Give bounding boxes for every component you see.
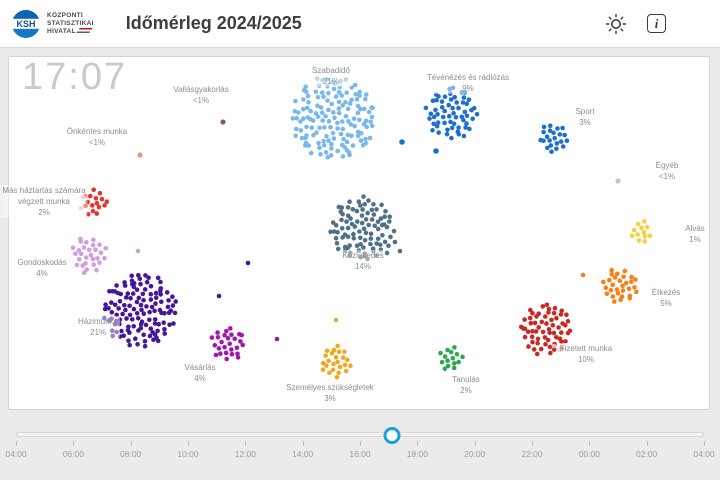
timeline-handle[interactable]: [383, 427, 401, 444]
info-icon: i: [647, 14, 666, 33]
timeline-tick: [589, 441, 591, 446]
timeline-tick: [245, 441, 247, 446]
timeline-tick-label: 04:00: [693, 449, 715, 459]
timeline-tick: [704, 441, 705, 446]
timeline-tick: [130, 441, 132, 446]
timeline-tick: [532, 441, 533, 446]
hungarian-flag-icon: [76, 28, 93, 34]
chart-panel: [8, 56, 710, 410]
page-title: Időmérleg 2024/2025: [125, 13, 302, 33]
app-header: KSH KÖZPONTI STATISZTIKAI HIVATAL Időmér…: [0, 0, 720, 48]
timeline-tick: [474, 441, 476, 446]
ksh-org-name: KÖZPONTI STATISZTIKAI HIVATAL: [47, 11, 94, 35]
timeline-tick-label: 16:00: [349, 449, 371, 459]
timeline-tick-label: 12:00: [234, 449, 256, 459]
timeline-tick-label: 00:00: [578, 449, 600, 459]
timeline-tick-label: 22:00: [521, 449, 543, 459]
svg-text:KSH: KSH: [16, 18, 35, 28]
timeline-tick: [302, 441, 304, 446]
timeline-tick-label: 04:00: [5, 449, 27, 459]
current-time-display: 17:07: [22, 56, 128, 98]
timeline-tick: [646, 441, 648, 446]
brightness-button[interactable]: [605, 13, 627, 35]
brightness-icon: [605, 13, 627, 34]
timeline-tick: [360, 441, 361, 446]
timeline-tick: [16, 441, 17, 446]
timeline-tick: [188, 441, 189, 446]
timeline-tick-label: 14:00: [292, 449, 314, 459]
timeline-tick-label: 20:00: [464, 449, 486, 459]
info-button[interactable]: i: [647, 14, 666, 33]
ksh-logo: KSH KÖZPONTI STATISZTIKAI HIVATAL: [11, 9, 94, 39]
timeline-track[interactable]: [16, 432, 704, 437]
timeline-tick-label: 02:00: [636, 449, 658, 459]
ksh-logo-icon: KSH: [11, 9, 41, 38]
timeline-tick-label: 18:00: [406, 449, 428, 459]
timeline-tick: [417, 441, 419, 446]
timeline-tick: [73, 441, 75, 446]
timeline-tick-label: 10:00: [177, 449, 199, 459]
menu-button[interactable]: [686, 19, 704, 28]
timeline-tick-label: 08:00: [120, 449, 142, 459]
timeline-tick-label: 06:00: [62, 449, 84, 459]
